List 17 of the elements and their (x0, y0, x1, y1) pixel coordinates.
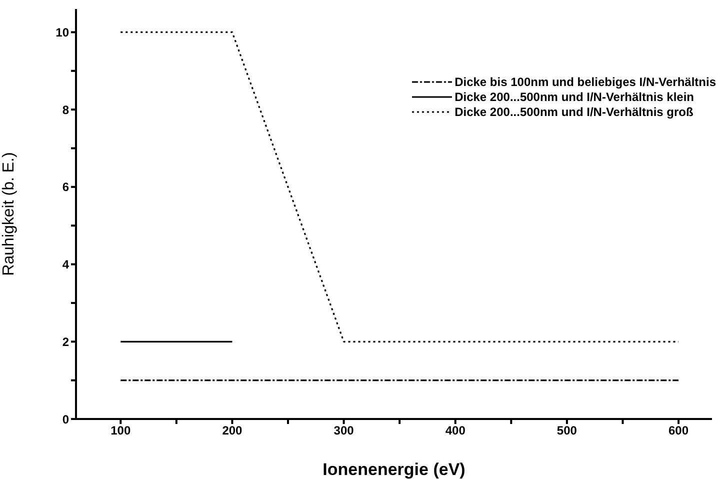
x-tick-label: 400 (445, 424, 466, 438)
y-tick-label: 4 (62, 258, 70, 272)
x-tick-label: 300 (334, 424, 354, 438)
x-tick-label: 100 (110, 424, 131, 438)
y-tick-label: 0 (62, 412, 70, 426)
legend-label: Dicke 200...500nm und I/N-Verhältnis klein (454, 90, 694, 104)
x-tick-label: 500 (556, 424, 578, 438)
x-axis-title: Ionenenergie (eV) (322, 460, 466, 479)
legend-label: Dicke 200...500nm und I/N-Verhältnis groß (454, 104, 694, 118)
y-tick-label: 8 (62, 102, 70, 117)
x-tick-label: 600 (668, 424, 689, 438)
y-tick-label: 6 (62, 180, 70, 194)
y-tick-label: 10 (56, 25, 70, 40)
legend-label: Dicke bis 100nm und beliebiges I/N-Verhältnis (454, 74, 716, 88)
y-axis-title: Rauhigkeit (b. E.) (0, 152, 18, 276)
x-tick-label: 200 (222, 424, 243, 438)
y-tick-label: 2 (62, 334, 70, 349)
